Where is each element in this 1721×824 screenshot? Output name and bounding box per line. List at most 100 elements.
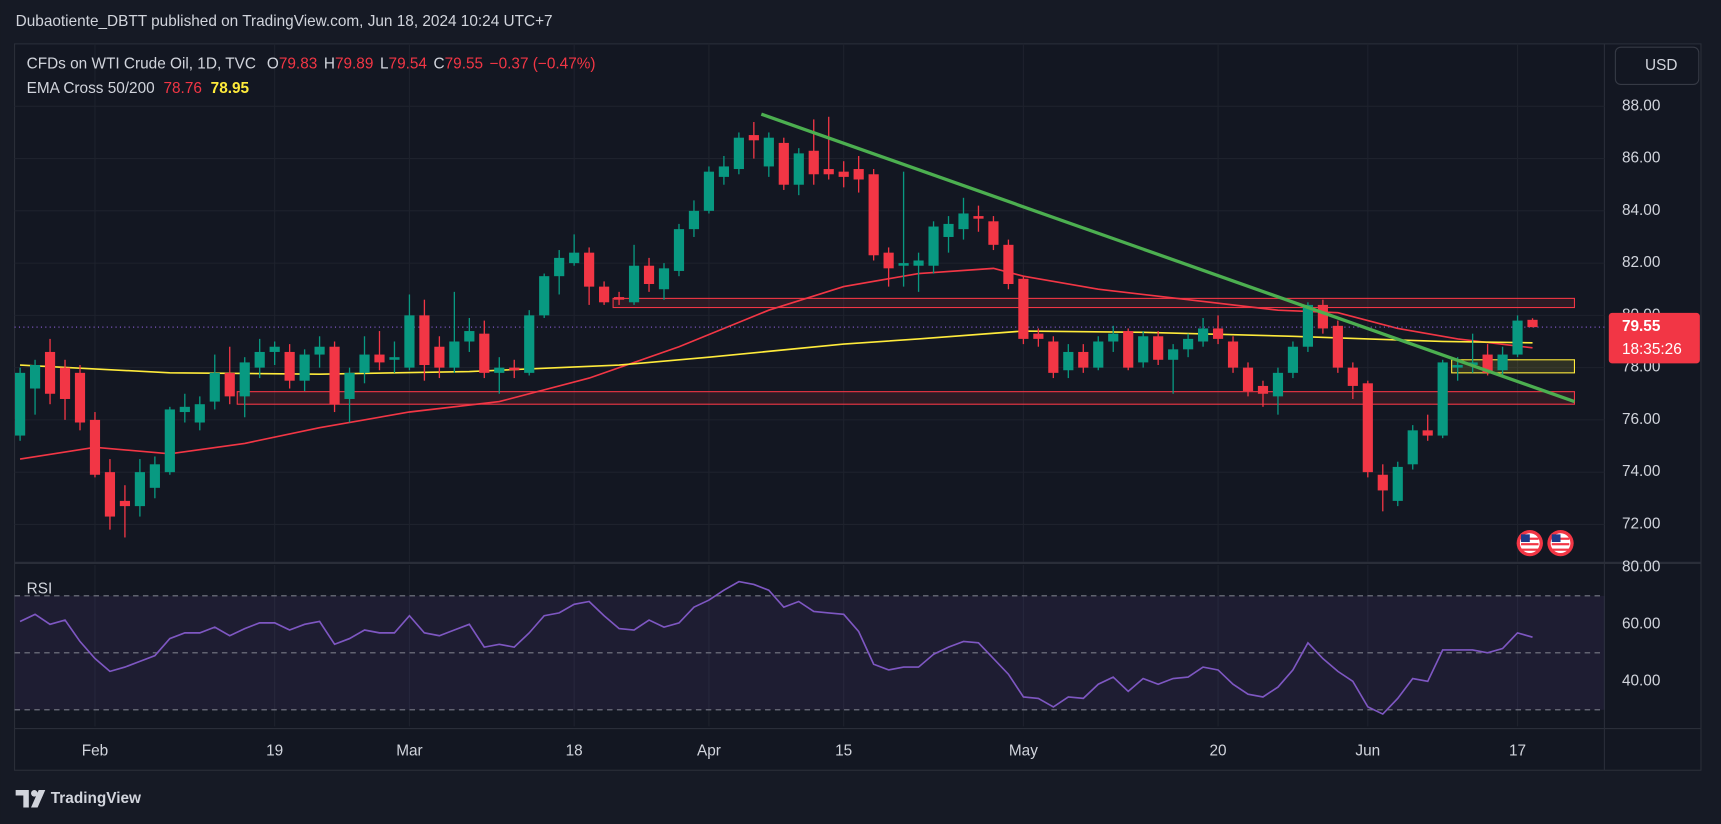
- candle-body: [584, 252, 595, 287]
- candle-body: [239, 362, 250, 397]
- candle-body: [1033, 333, 1044, 339]
- candle-body: [224, 372, 235, 397]
- candle-body: [778, 142, 789, 185]
- candle-body: [688, 210, 700, 230]
- candle-body: [209, 372, 220, 402]
- legend-symbol: CFDs on WTI Crude Oil, 1D, TVC O79.83 H79.…: [27, 56, 596, 73]
- y-tick-label: 86.00: [1622, 150, 1660, 167]
- candle-body: [434, 346, 445, 368]
- x-tick-label: 18: [566, 743, 583, 760]
- event-flags: [1516, 529, 1574, 557]
- candle-body: [554, 257, 565, 277]
- candle-body: [643, 265, 655, 285]
- candle-body: [928, 226, 939, 266]
- candle-body: [599, 286, 610, 303]
- candle-body: [254, 351, 265, 368]
- countdown: 18:35:26: [1622, 341, 1682, 358]
- candle-body: [718, 166, 729, 177]
- candle-body: [74, 372, 86, 423]
- candle-body: [1227, 341, 1239, 368]
- candle-body: [1242, 367, 1254, 392]
- candle-body: [344, 372, 355, 399]
- ohlc-label: O: [267, 56, 279, 73]
- candle-body: [404, 315, 415, 368]
- y-tick-label: 76.00: [1622, 411, 1660, 428]
- candle-body: [1078, 351, 1089, 368]
- x-tick-label: Apr: [697, 743, 721, 760]
- candle-body: [1018, 278, 1029, 339]
- candle-body: [1093, 341, 1104, 368]
- candle-body: [733, 137, 744, 170]
- candle-body: [748, 135, 759, 141]
- candle-body: [479, 333, 490, 373]
- candle-body: [1197, 328, 1209, 342]
- y-tick-label: 88.00: [1622, 97, 1660, 114]
- y-tick-label: 82.00: [1622, 254, 1660, 271]
- candle-body: [104, 472, 116, 517]
- candle-body: [359, 354, 370, 373]
- x-tick-label: 15: [835, 743, 852, 760]
- ema-value: 78.95: [211, 80, 250, 97]
- x-tick-label: 20: [1210, 743, 1227, 760]
- rsi-line: [19, 580, 1533, 716]
- candle-body: [898, 263, 909, 266]
- candle-body: [1392, 466, 1403, 501]
- candle-body: [628, 265, 640, 303]
- candle-body: [1153, 336, 1164, 360]
- candle-body: [823, 169, 834, 175]
- candle-body: [1527, 319, 1538, 328]
- y-tick-label: 40.00: [1622, 672, 1660, 689]
- x-tick-label: Mar: [396, 743, 422, 760]
- currency: USD: [1645, 57, 1677, 74]
- candle-body: [1063, 351, 1074, 371]
- ema-name: EMA Cross 50/200: [27, 80, 155, 97]
- candle-body: [1482, 354, 1493, 373]
- candle-body: [838, 171, 849, 177]
- zone: [612, 297, 1576, 309]
- price-label: [1608, 312, 1700, 364]
- candle-body: [658, 268, 670, 290]
- candle-body: [44, 351, 56, 394]
- candle-body: [1512, 320, 1523, 355]
- candle-body: [958, 213, 969, 230]
- candle-body: [1347, 367, 1358, 386]
- candle-body: [763, 137, 774, 167]
- y-tick-label: 72.00: [1622, 515, 1660, 532]
- y-tick-label: 60.00: [1622, 615, 1660, 632]
- brand: TradingView: [51, 790, 141, 807]
- currency-button[interactable]: [1614, 46, 1700, 86]
- candle-body: [808, 150, 819, 175]
- candle-body: [868, 174, 879, 256]
- candle-body: [1257, 385, 1269, 394]
- candle-body: [1003, 244, 1014, 285]
- ohlc-value: 79.54: [389, 56, 428, 73]
- brand-logo: [15, 789, 46, 808]
- x-tick-label: 19: [266, 743, 283, 760]
- ohlc-label: C: [434, 56, 445, 73]
- candle-body: [284, 351, 295, 381]
- candle-body: [1212, 328, 1224, 339]
- candle-body: [89, 419, 101, 475]
- candle-body: [1123, 331, 1134, 368]
- candle-body: [164, 409, 175, 473]
- candle-body: [299, 354, 310, 381]
- candle-body: [464, 331, 475, 342]
- candle-body: [943, 223, 954, 237]
- candle-body: [1467, 362, 1478, 366]
- candle-body: [793, 153, 804, 185]
- candle-body: [1332, 325, 1343, 368]
- x-tick-label: 17: [1509, 743, 1526, 760]
- candle-body: [883, 252, 894, 269]
- publisher: Dubaotiente_DBTT published on TradingVie…: [16, 13, 553, 30]
- change: −0.37 (−0.47%): [490, 56, 596, 73]
- candle-body: [29, 365, 41, 389]
- candle-body: [179, 406, 190, 413]
- candle-body: [703, 171, 715, 211]
- chart-frame: [14, 43, 1702, 771]
- y-tick-label: 84.00: [1622, 202, 1660, 219]
- candle-body: [1272, 372, 1284, 397]
- candle-body: [1168, 349, 1179, 360]
